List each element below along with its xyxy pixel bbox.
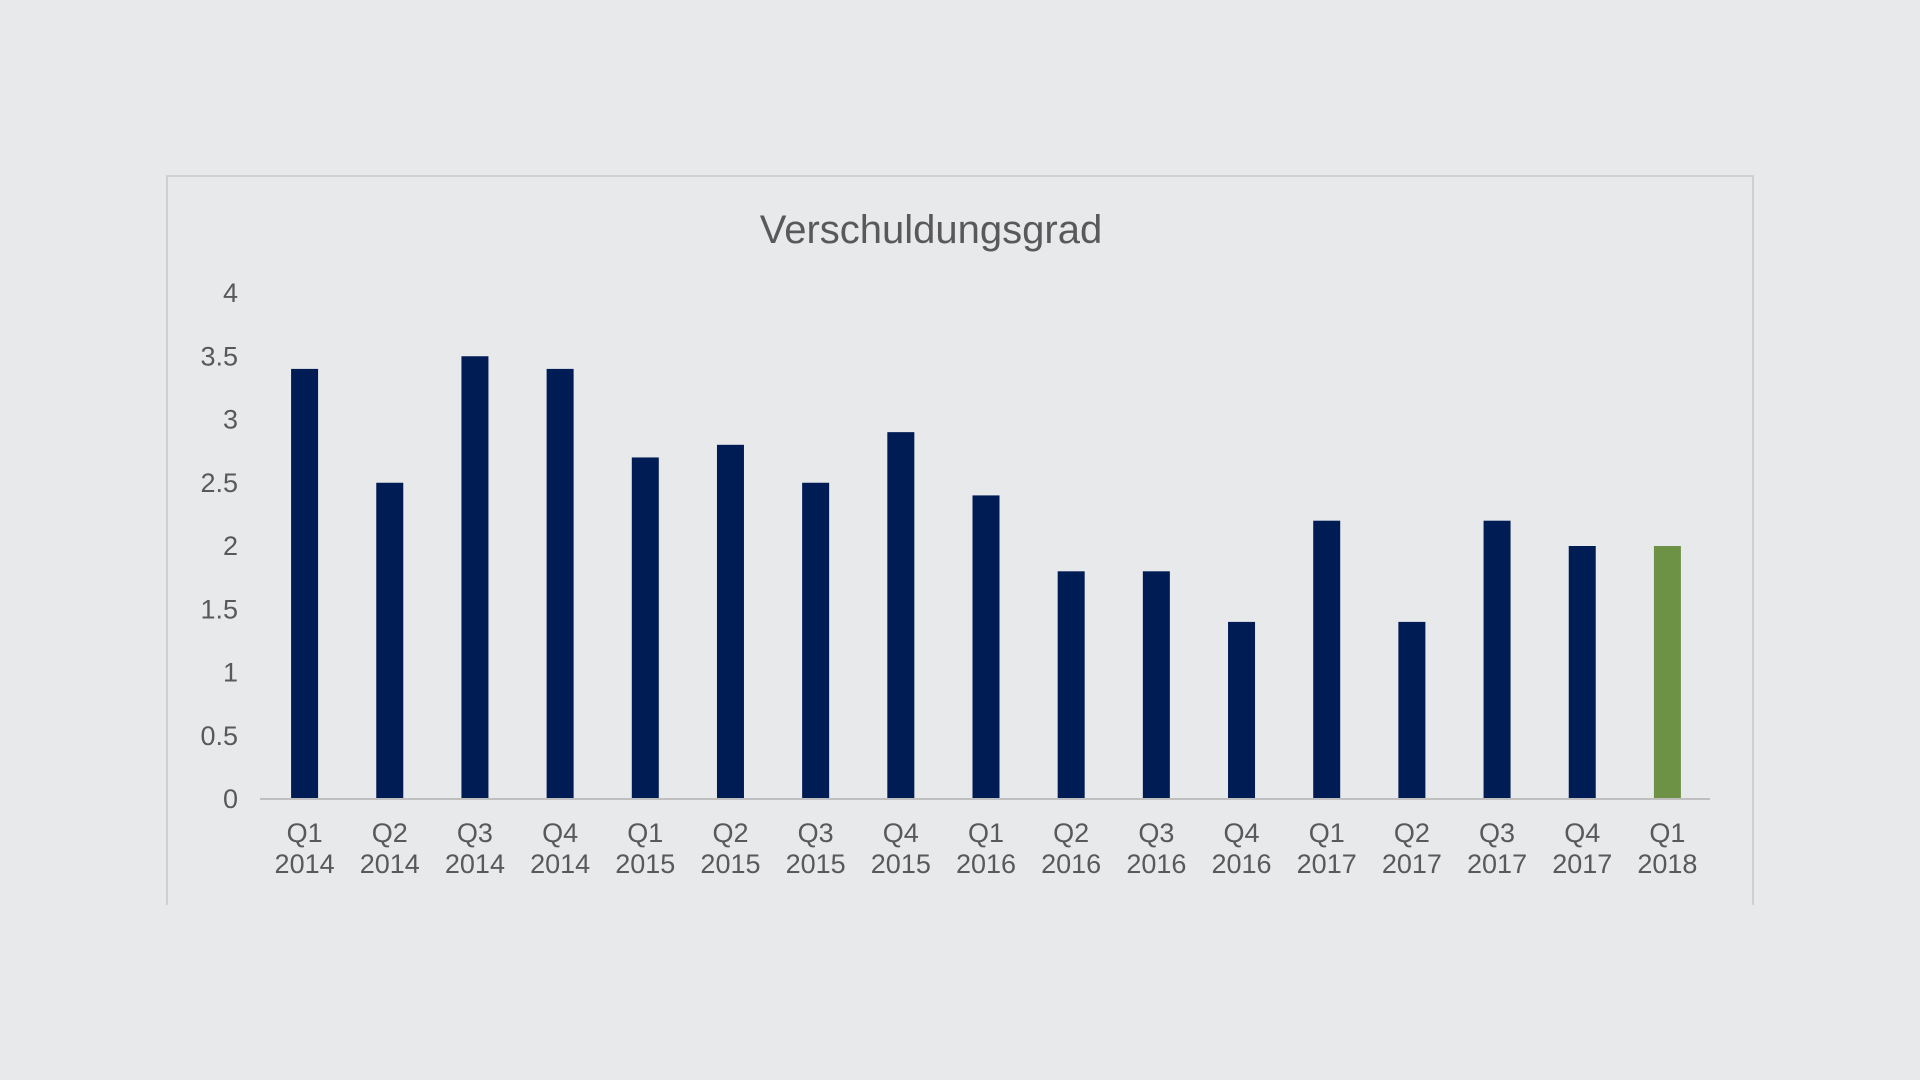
x-tick-label-quarter: Q3 <box>457 818 493 848</box>
x-tick-label-year: 2016 <box>1126 849 1186 879</box>
bar <box>1313 520 1341 799</box>
x-tick-label-quarter: Q4 <box>1564 818 1600 848</box>
x-tick-label-year: 2016 <box>1211 849 1271 879</box>
chart-frame <box>166 175 1754 905</box>
bar <box>1142 571 1170 799</box>
y-tick-label: 2 <box>223 531 238 561</box>
bar <box>1228 621 1256 799</box>
x-tick-label-year: 2017 <box>1552 849 1612 879</box>
x-tick-label-year: 2014 <box>275 849 335 879</box>
x-tick-label-year: 2015 <box>871 849 931 879</box>
x-tick-label-year: 2015 <box>615 849 675 879</box>
y-tick-label: 3.5 <box>200 341 238 371</box>
x-tick-label-year: 2017 <box>1467 849 1527 879</box>
y-tick-label: 0 <box>223 784 238 814</box>
x-tick-label-quarter: Q2 <box>1394 818 1430 848</box>
y-tick-label: 0.5 <box>200 721 238 751</box>
x-tick-label-quarter: Q2 <box>712 818 748 848</box>
x-tick-label-year: 2018 <box>1637 849 1697 879</box>
y-tick-label: 1 <box>223 658 238 688</box>
x-tick-label-quarter: Q4 <box>883 818 919 848</box>
x-tick-label-year: 2014 <box>445 849 505 879</box>
bar <box>716 444 744 799</box>
x-tick-label-year: 2014 <box>530 849 590 879</box>
bar <box>461 356 489 799</box>
bar <box>972 495 1000 799</box>
bar <box>376 482 404 799</box>
x-tick-label-quarter: Q4 <box>1224 818 1260 848</box>
bar <box>631 457 659 799</box>
bar <box>1483 520 1511 799</box>
bar <box>291 368 319 799</box>
y-tick-label: 2.5 <box>200 468 238 498</box>
x-tick-label-quarter: Q3 <box>798 818 834 848</box>
x-tick-label-quarter: Q2 <box>372 818 408 848</box>
bar <box>887 432 915 799</box>
bar <box>546 368 574 799</box>
x-tick-label-year: 2016 <box>956 849 1016 879</box>
x-tick-label-quarter: Q1 <box>1649 818 1685 848</box>
x-tick-label-quarter: Q3 <box>1138 818 1174 848</box>
bar <box>1653 546 1681 799</box>
bar <box>1398 621 1426 799</box>
x-tick-label-quarter: Q4 <box>542 818 578 848</box>
x-tick-label-quarter: Q2 <box>1053 818 1089 848</box>
x-tick-label-year: 2017 <box>1297 849 1357 879</box>
x-tick-label-year: 2014 <box>360 849 420 879</box>
x-tick-label-year: 2016 <box>1041 849 1101 879</box>
x-tick-label-quarter: Q1 <box>287 818 323 848</box>
bar <box>1057 571 1085 799</box>
bar <box>1568 546 1596 799</box>
y-tick-label: 3 <box>223 405 238 435</box>
y-axis-ticks: 0 0.5 1 1.5 2 2.5 3 3.5 4 <box>200 278 238 814</box>
x-tick-label-quarter: Q1 <box>968 818 1004 848</box>
bars-group <box>291 356 1681 799</box>
chart-title: Verschuldungsgrad <box>760 208 1102 252</box>
x-tick-label-quarter: Q1 <box>1309 818 1345 848</box>
x-tick-label-quarter: Q3 <box>1479 818 1515 848</box>
y-tick-label: 4 <box>223 278 238 308</box>
x-tick-label-quarter: Q1 <box>627 818 663 848</box>
bar <box>802 482 830 799</box>
y-tick-label: 1.5 <box>200 594 238 624</box>
x-axis-labels: Q12014Q22014Q32014Q42014Q12015Q22015Q320… <box>275 818 1698 879</box>
x-tick-label-year: 2015 <box>700 849 760 879</box>
x-tick-label-year: 2017 <box>1382 849 1442 879</box>
x-tick-label-year: 2015 <box>786 849 846 879</box>
